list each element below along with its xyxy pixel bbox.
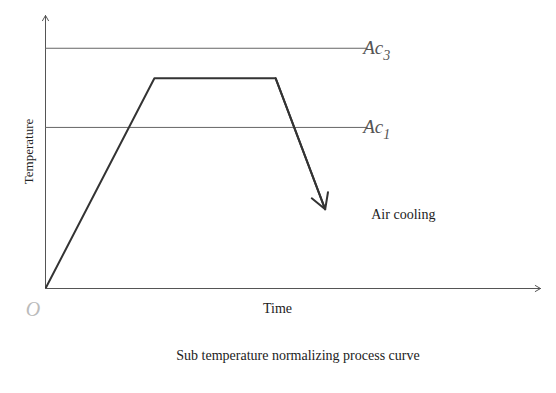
html-text:Sub temperature normalizing pr: Sub temperature normalizing process curv…: [176, 348, 420, 363]
svg-text:Time: Time: [263, 301, 292, 316]
svg-text:Air cooling: Air cooling: [371, 207, 435, 222]
svg-text:Ac3: Ac3: [361, 37, 390, 63]
svg-text:Ac1: Ac1: [361, 116, 390, 142]
svg-text:O: O: [26, 298, 40, 320]
svg-text:Temperature: Temperature: [21, 119, 36, 185]
